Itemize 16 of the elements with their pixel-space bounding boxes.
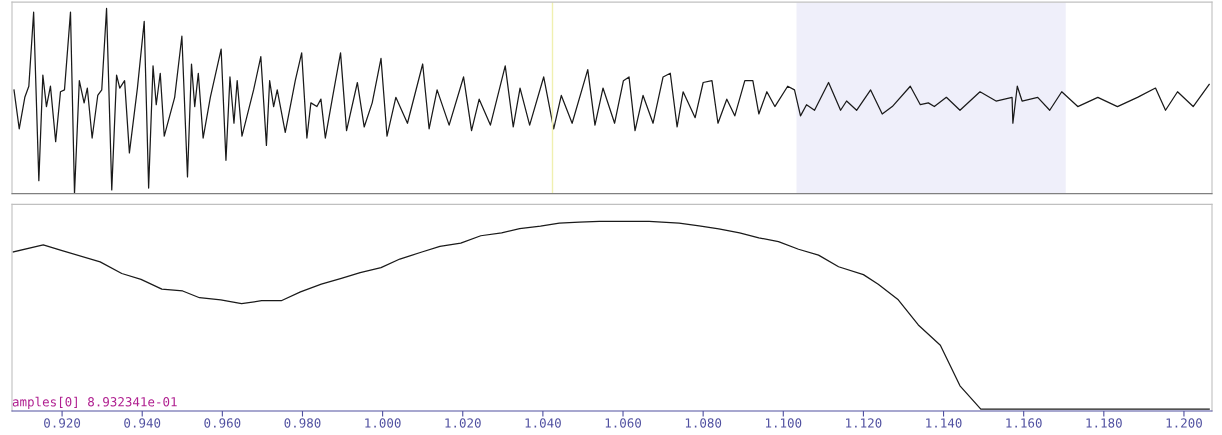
x-tick-label: 1.020 xyxy=(445,418,481,428)
x-tick-label: 1.180 xyxy=(1086,418,1122,428)
x-tick-label: 1.000 xyxy=(365,418,401,428)
x-tick-label: 0.980 xyxy=(284,418,321,428)
x-tick-label: 1.040 xyxy=(525,418,561,428)
x-tick-label: 1.060 xyxy=(605,418,642,428)
x-tick-label: 1.140 xyxy=(926,418,962,428)
x-tick-label: 0.960 xyxy=(204,418,241,428)
x-tick-label: 0.920 xyxy=(44,418,81,428)
x-tick-label: 0.940 xyxy=(124,418,161,428)
x-tick-label: 1.120 xyxy=(846,418,882,428)
x-tick-label: 1.160 xyxy=(1006,418,1042,428)
annotation: amples[0] 8.932341e-01 xyxy=(12,396,177,409)
x-tick-label: 1.100 xyxy=(765,418,802,428)
x-tick-label: 1.200 xyxy=(1166,418,1202,428)
x-tick-label: 1.080 xyxy=(685,418,722,428)
